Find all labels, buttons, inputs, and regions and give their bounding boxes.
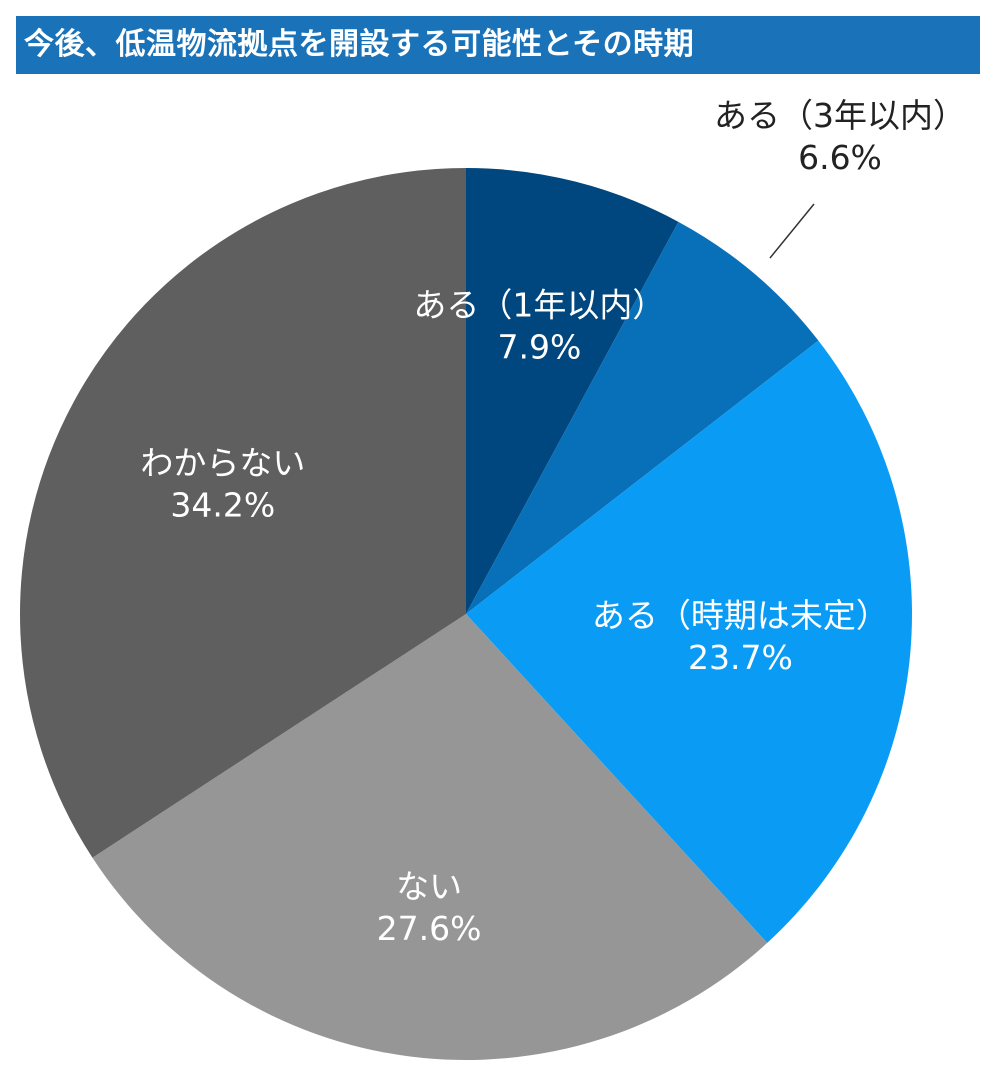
slice-category-label: ある（1年以内） — [413, 285, 665, 324]
slice-value-label: 34.2% — [170, 485, 275, 524]
leader-lines — [769, 203, 815, 259]
slice-category-label: ある（3年以内） — [714, 96, 966, 135]
slice-labels: ある（1年以内）7.9% ある（3年以内）6.6% ある（時期は未定）23.7% ない… — [140, 96, 966, 948]
slice-category-label: ない — [396, 867, 462, 906]
slice-category-label: わからない — [140, 443, 305, 482]
slice-category-label: ある（時期は未定） — [592, 596, 889, 635]
slice-value-label: 6.6% — [798, 138, 882, 177]
slice-value-label: 23.7% — [688, 638, 793, 677]
pie-slice — [19, 167, 466, 858]
slice-value-label: 7.9% — [497, 327, 581, 366]
chart-title: 今後、低温物流拠点を開設する可能性とその時期 — [16, 16, 980, 74]
pie-slice — [466, 340, 912, 943]
pie-slice — [466, 221, 819, 614]
slice-value-label: 27.6% — [377, 909, 482, 948]
pie-slice — [92, 614, 768, 1061]
pie-slices — [19, 167, 912, 1061]
pie-slice — [466, 168, 679, 614]
leader-line — [769, 203, 815, 259]
